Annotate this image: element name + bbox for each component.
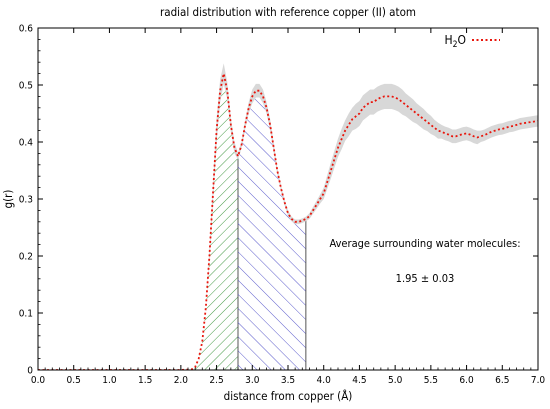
legend-label-h2o: H2O xyxy=(445,33,467,50)
annotation-value: 1.95 ± 0.03 xyxy=(396,272,455,285)
x-tick-label: 6.5 xyxy=(495,375,509,386)
x-tick-label: 4.0 xyxy=(317,375,332,386)
chart-title: radial distribution with reference coppe… xyxy=(160,5,416,19)
x-tick-label: 1.5 xyxy=(138,375,152,386)
shaded-region-2 xyxy=(238,90,306,370)
annotation-label: Average surrounding water molecules: xyxy=(329,237,520,250)
x-axis-title: distance from copper (Å) xyxy=(224,388,353,403)
y-tick-label: 0.1 xyxy=(19,309,33,320)
legend: H2O xyxy=(445,33,500,50)
y-axis-ticks: 0 0.1 0.2 0.3 0.4 0.5 0.6 xyxy=(19,24,538,377)
shaded-region-1 xyxy=(191,73,238,370)
x-tick-label: 2.5 xyxy=(209,375,223,386)
x-tick-label: 3.5 xyxy=(281,375,295,386)
y-axis-title: g(r) xyxy=(1,190,15,209)
x-tick-label: 5.5 xyxy=(424,375,438,386)
y-tick-label: 0.4 xyxy=(19,138,34,149)
series-line-h2o xyxy=(38,73,538,370)
y-tick-label: 0 xyxy=(27,366,33,377)
x-tick-label: 5.0 xyxy=(388,375,403,386)
y-tick-label: 0.2 xyxy=(19,252,33,263)
x-tick-label: 7.0 xyxy=(531,375,546,386)
x-tick-label: 2.0 xyxy=(174,375,189,386)
y-tick-label: 0.5 xyxy=(19,81,33,92)
x-tick-label: 0.5 xyxy=(67,375,81,386)
x-tick-label: 0.0 xyxy=(31,375,46,386)
x-tick-label: 4.5 xyxy=(352,375,366,386)
x-axis-ticks: 0.0 0.5 1.0 1.5 2.0 2.5 3.0 3.5 4.0 4.5 5.0 5.5 6.0 6… xyxy=(31,28,546,386)
shaded-regions xyxy=(191,73,307,370)
x-tick-label: 6.0 xyxy=(459,375,474,386)
y-tick-label: 0.6 xyxy=(19,24,34,35)
y-tick-label: 0.3 xyxy=(19,195,33,206)
x-tick-label: 1.0 xyxy=(102,375,117,386)
series-lines xyxy=(38,73,538,370)
x-tick-label: 3.0 xyxy=(245,375,260,386)
